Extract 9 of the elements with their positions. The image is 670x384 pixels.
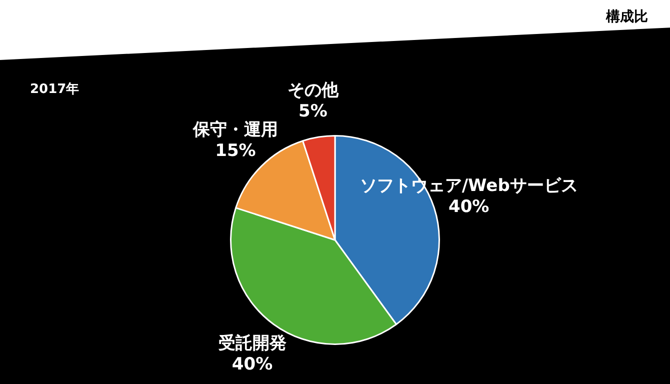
slice-label: 受託開発 bbox=[218, 333, 286, 354]
data-label: 5% bbox=[298, 101, 328, 122]
data-label: 15% bbox=[215, 140, 256, 161]
text: 2017年 bbox=[30, 81, 80, 98]
slice-label: 保守・運用 bbox=[192, 120, 278, 140]
slice-label: その他 bbox=[287, 80, 340, 100]
data-label: 40% bbox=[448, 196, 490, 217]
data-label: 40% bbox=[232, 354, 273, 374]
text: 構成比 bbox=[606, 8, 648, 26]
